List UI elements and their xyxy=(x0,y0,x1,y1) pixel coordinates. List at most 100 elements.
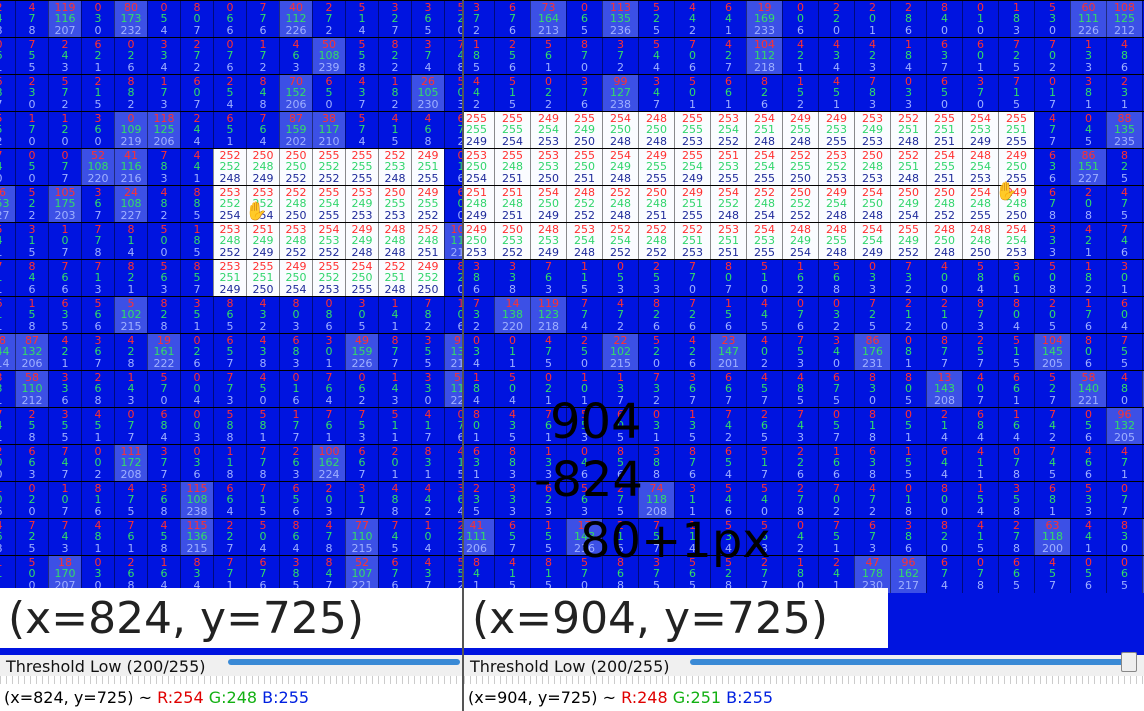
pixel-cell: 804 xyxy=(998,297,1034,334)
pixel-cell: 415 xyxy=(444,445,462,482)
pixel-cell: 315 xyxy=(15,223,48,260)
pixel-green-value: 3 xyxy=(412,457,444,468)
pixel-cell: 331 xyxy=(0,371,15,408)
pixel-blue-value: 3 xyxy=(148,99,180,110)
pixel-blue-value: 255 xyxy=(999,136,1034,147)
pixel-blue-value: 3 xyxy=(639,284,674,295)
pixel-blue-value: 4 xyxy=(567,321,602,332)
pixel-green-value: 3 xyxy=(495,420,530,431)
pixel-green-value: 250 xyxy=(280,161,312,172)
pixel-blue-value: 6 xyxy=(49,395,81,406)
pixel-cell: 077 xyxy=(114,408,147,445)
pixel-blue-value: 8 xyxy=(379,506,411,517)
pixel-green-value: 8 xyxy=(280,568,312,579)
pixel-cell: 327 xyxy=(378,1,411,38)
pixel-green-value: 0 xyxy=(181,420,213,431)
pixel-green-value: 6 xyxy=(214,494,246,505)
pixel-green-value: 3 xyxy=(49,309,81,320)
pixel-green-value: 8 xyxy=(963,420,998,431)
pixel-green-value: 5 xyxy=(819,87,854,98)
pixel-green-value: 5 xyxy=(711,457,746,468)
pixel-cell: 830 xyxy=(1106,519,1142,556)
pixel-green-value: 250 xyxy=(639,124,674,135)
left-threshold-slider[interactable] xyxy=(228,659,460,665)
pixel-green-value: 133 xyxy=(445,346,462,357)
pixel-green-value: 250 xyxy=(603,124,638,135)
pixel-green-value: 2 xyxy=(148,309,180,320)
pixel-cell: 463 xyxy=(279,38,312,75)
pixel-blue-value: 6 xyxy=(675,62,710,73)
pixel-blue-value: 7 xyxy=(379,358,411,369)
pixel-blue-value: 7 xyxy=(82,358,114,369)
pixel-cell: 226 xyxy=(782,445,818,482)
pixel-cell: 650 xyxy=(926,75,962,112)
pixel-green-value: 7 xyxy=(1071,309,1106,320)
pixel-cell: 172 xyxy=(246,38,279,75)
pixel-cell: 520 xyxy=(444,1,462,38)
pixel-cell: 248 252 252 xyxy=(566,186,602,223)
pixel-cell: 541 xyxy=(0,223,15,260)
pixel-cell: 253 254 252 xyxy=(710,112,746,149)
pixel-blue-value: 1 xyxy=(1107,99,1142,110)
pixel-blue-value: 2 xyxy=(603,321,638,332)
pixel-blue-value: 206 xyxy=(280,99,312,110)
pixel-green-value: 2 xyxy=(747,87,782,98)
pixel-cell: 252 251 248 xyxy=(378,260,411,297)
pixel-green-value: 2 xyxy=(639,13,674,24)
right-threshold-slider-thumb[interactable] xyxy=(1121,652,1137,672)
pixel-green-value: 6 xyxy=(711,87,746,98)
pixel-green-value: 253 xyxy=(531,235,566,246)
pixel-cell: 249 251 255 xyxy=(411,149,444,186)
pixel-blue-value: 7 xyxy=(181,99,213,110)
pixel-green-value: 5 xyxy=(711,309,746,320)
pixel-cell: 254 250 248 xyxy=(854,186,890,223)
pixel-cell: 570 xyxy=(147,371,180,408)
pixel-green-value: 7 xyxy=(247,50,279,61)
pixel-green-value: 3 xyxy=(639,420,674,431)
pixel-green-value: 1 xyxy=(115,235,147,246)
pixel-blue-value: 6 xyxy=(1071,580,1106,591)
pixel-cell: 252 251 253 xyxy=(674,223,710,260)
pixel-green-value: 162 xyxy=(891,568,926,579)
pixel-blue-value: 1 xyxy=(313,432,345,443)
pixel-blue-value: 1 xyxy=(1035,506,1070,517)
pixel-cell: 684 xyxy=(147,408,180,445)
pixel-green-value: 5 xyxy=(927,87,962,98)
right-threshold-slider[interactable] xyxy=(690,659,1136,665)
pixel-blue-value: 0 xyxy=(16,506,48,517)
pixel-blue-value: 253 xyxy=(464,247,494,258)
pixel-green-value: 3 xyxy=(181,457,213,468)
pixel-blue-value: 255 xyxy=(346,173,378,184)
pixel-green-value: 6 xyxy=(49,272,81,283)
pixel-cell: 301 xyxy=(1106,260,1142,297)
pixel-green-value: 6 xyxy=(313,383,345,394)
pixel-cell: 73 164 213 xyxy=(530,1,566,38)
pixel-cell: 026 xyxy=(180,334,213,371)
pixel-cell: 255 254 255 xyxy=(312,186,345,223)
pixel-blue-value: 1 xyxy=(819,99,854,110)
pixel-green-value: 1 xyxy=(963,13,998,24)
pixel-blue-value: 3 xyxy=(148,284,180,295)
pixel-cell: 568 xyxy=(818,260,854,297)
pixel-green-value: 2 xyxy=(16,198,48,209)
pixel-green-value: 8 xyxy=(1071,87,1106,98)
pixel-cell: 477 xyxy=(1034,112,1070,149)
pixel-blue-value: 227 xyxy=(115,210,147,221)
pixel-green-value: 249 xyxy=(783,235,818,246)
pixel-blue-value: 252 xyxy=(280,173,312,184)
pixel-blue-value: 2 xyxy=(639,395,674,406)
pixel-blue-value: 5 xyxy=(412,25,444,36)
pixel-green-value: 0 xyxy=(783,13,818,24)
pixel-green-value: 0 xyxy=(675,50,710,61)
pixel-cell: 254 254 249 xyxy=(854,223,890,260)
pixel-green-value: 8 xyxy=(891,346,926,357)
pixel-green-value: 8 xyxy=(999,13,1034,24)
pixel-blue-value: 6 xyxy=(280,506,312,517)
pixel-cell: 673 xyxy=(854,519,890,556)
pixel-green-value: 255 xyxy=(495,124,530,135)
pixel-green-value: 0 xyxy=(999,309,1034,320)
pixel-blue-value: 250 xyxy=(247,284,279,295)
pixel-cell: 376 xyxy=(566,75,602,112)
pixel-cell: 783 xyxy=(147,149,180,186)
